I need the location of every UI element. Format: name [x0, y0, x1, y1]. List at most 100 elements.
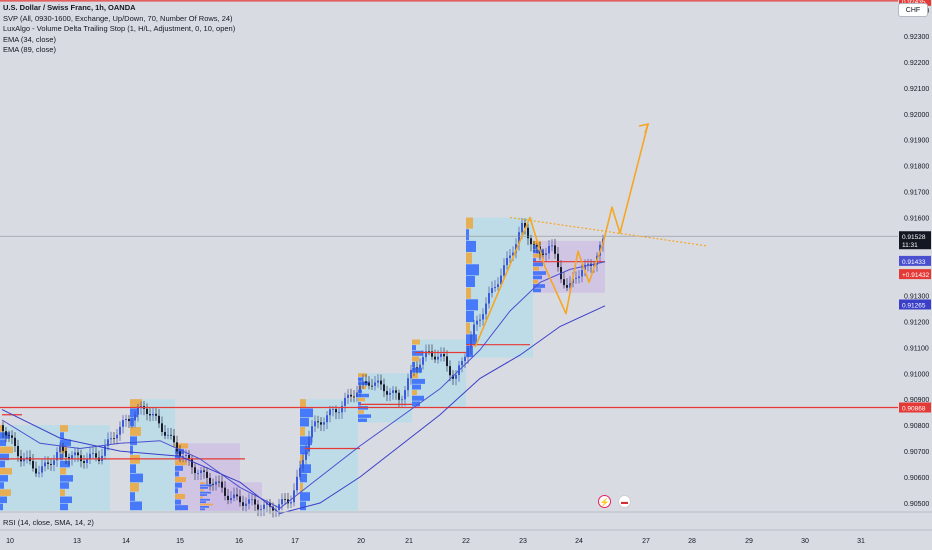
x-tick-label: 28 — [688, 538, 696, 545]
volume-profile-bar — [466, 264, 479, 276]
volume-profile-bar — [0, 467, 12, 475]
candle-body — [341, 405, 343, 413]
volume-profile-bar — [200, 498, 210, 501]
candle-body — [407, 378, 409, 391]
volume-profile-bar — [533, 279, 538, 284]
y-tick-label: 0.92000 — [904, 112, 929, 119]
candle-body — [17, 445, 19, 457]
volume-profile-bar — [175, 471, 179, 477]
x-tick-label: 30 — [801, 538, 809, 545]
candle-body — [530, 238, 532, 245]
chart-legend: U.S. Dollar / Swiss Franc, 1h, OANDA SVP… — [3, 3, 235, 56]
price-tag-label: 0.91265 — [902, 302, 926, 309]
candle-body — [563, 279, 565, 286]
candle-body — [395, 390, 397, 393]
candle-body — [107, 439, 109, 446]
volume-profile-bar — [130, 408, 138, 418]
candle-body — [467, 347, 469, 357]
candle-body — [161, 423, 163, 432]
candle-body — [470, 335, 472, 348]
volume-profile-bar — [0, 489, 11, 496]
volume-profile-bar — [175, 493, 185, 499]
candle-body — [233, 494, 235, 499]
candle-body — [281, 499, 283, 505]
volume-profile-bar — [466, 229, 469, 241]
candle-body — [482, 314, 484, 320]
volume-profile-bar — [0, 460, 5, 468]
volume-profile-bar — [412, 390, 417, 396]
volume-profile-bar — [300, 492, 310, 501]
price-tag-label: 0.91433 — [902, 259, 926, 266]
volume-profile-bar — [412, 378, 425, 384]
candle-body — [434, 356, 436, 360]
candle-body — [410, 370, 412, 379]
currency-button[interactable]: CHF — [898, 3, 928, 17]
price-tag — [899, 255, 931, 266]
volume-profile-bar — [533, 271, 546, 275]
indicator-ema34[interactable]: EMA (34, close) — [3, 34, 56, 44]
volume-profile-bar — [358, 393, 369, 398]
candle-body — [404, 390, 406, 400]
candle-body — [386, 391, 388, 395]
candle-body — [137, 407, 139, 415]
candle-body — [500, 275, 502, 285]
candle-body — [368, 383, 370, 386]
candle-body — [488, 293, 490, 304]
volume-profile-bar — [300, 445, 308, 455]
volume-profile-bar — [412, 356, 419, 362]
volume-profile-bar — [130, 436, 137, 446]
volume-profile-bar — [200, 496, 203, 499]
candle-body — [80, 455, 82, 462]
candle-body — [50, 463, 52, 465]
price-tag-label: +0.91432 — [902, 272, 930, 279]
candle-body — [536, 245, 538, 247]
volume-profile-bar — [0, 446, 13, 454]
candle-body — [239, 496, 241, 503]
volume-profile-bar — [130, 492, 135, 501]
candle-body — [575, 277, 577, 279]
candle-body — [242, 502, 244, 506]
indicator-svp[interactable]: SVP (All, 0930-1600, Exchange, Up/Down, … — [3, 13, 233, 23]
volume-profile-bar — [0, 439, 6, 446]
candle-body — [116, 434, 118, 439]
volume-profile-bar — [533, 258, 536, 262]
indicator-luxalgo[interactable]: LuxAlgo - Volume Delta Trailing Stop (1,… — [3, 24, 236, 33]
symbol-title[interactable]: U.S. Dollar / Swiss Franc, 1h, OANDA — [3, 3, 136, 12]
x-tick-label: 20 — [357, 538, 365, 545]
candle-body — [227, 495, 229, 501]
candle-body — [494, 287, 496, 289]
us-flag-icon[interactable]: ▬ — [618, 495, 631, 508]
candle-body — [32, 460, 34, 469]
volume-profile-bar — [300, 454, 304, 464]
candle-body — [518, 232, 520, 245]
candle-body — [245, 503, 247, 506]
candle-body — [194, 467, 196, 474]
volume-profile-bar — [358, 418, 367, 422]
lightning-icon[interactable]: ⚡ — [598, 495, 611, 508]
candle-body — [380, 380, 382, 385]
candle-body — [503, 265, 505, 276]
candle-body — [251, 499, 253, 501]
volume-profile-bar — [466, 322, 470, 334]
rsi-indicator-label[interactable]: RSI (14, close, SMA, 14, 2) — [3, 518, 94, 527]
volume-profile-bar — [0, 425, 3, 432]
candle-body — [74, 452, 76, 456]
candle-body — [545, 253, 547, 255]
candle-body — [362, 381, 364, 386]
candle-body — [71, 455, 73, 459]
volume-profile-bar — [412, 345, 416, 351]
candle-body — [359, 385, 361, 393]
candle-body — [86, 459, 88, 463]
ema34-line — [1, 261, 606, 509]
indicator-ema89[interactable]: EMA (89, close) — [3, 45, 56, 54]
volume-profile-bar — [466, 275, 475, 288]
candles-layer — [2, 217, 604, 518]
candle-body — [119, 426, 121, 435]
candle-body — [176, 442, 178, 452]
candle-body — [236, 494, 238, 497]
volume-profile-bar — [533, 266, 539, 271]
volume-profile-bar — [300, 427, 305, 436]
candle-body — [191, 459, 193, 468]
candle-body — [461, 361, 463, 366]
